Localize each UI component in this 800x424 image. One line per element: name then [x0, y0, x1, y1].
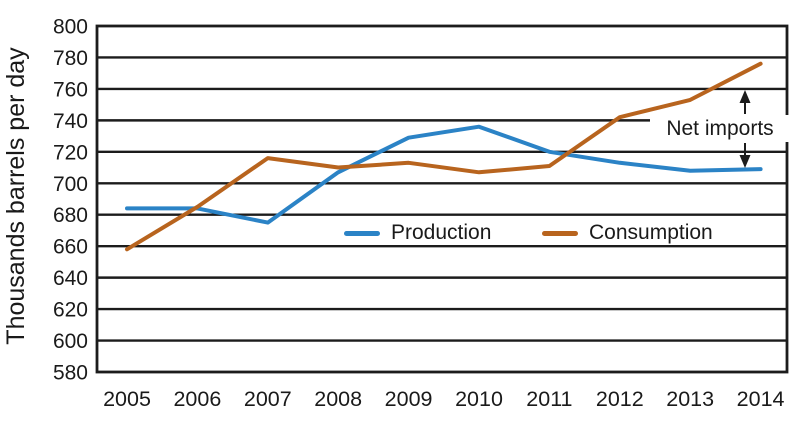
x-tick-label: 2009: [385, 387, 433, 411]
y-tick-label: 640: [53, 267, 88, 290]
y-tick-label: 700: [53, 173, 88, 196]
y-tick-label: 800: [53, 16, 88, 39]
x-tick-label: 2014: [737, 387, 785, 411]
net-imports-annotation: Net imports: [650, 115, 790, 142]
y-tick-label: 680: [53, 204, 88, 227]
y-axis-title: Thousands barrels per day: [2, 47, 30, 345]
production-line-swatch: [344, 230, 380, 236]
down-arrowhead-icon: [739, 155, 751, 168]
x-tick-label: 2007: [244, 387, 292, 411]
x-tick-label: 2008: [314, 387, 362, 411]
y-tick-label: 600: [53, 330, 88, 353]
y-tick-label: 660: [53, 236, 88, 259]
x-tick-label: 2006: [173, 387, 221, 411]
legend-item-consumption: Consumption: [542, 221, 713, 245]
up-arrowhead-icon: [739, 90, 751, 103]
production-line: [125, 124, 763, 225]
y-tick-label: 580: [53, 362, 88, 385]
y-tick-label: 620: [53, 299, 88, 322]
y-tick-label: 760: [53, 78, 88, 101]
consumption-line-swatch: [542, 230, 578, 236]
consumption-line: [125, 61, 763, 252]
legend-label-consumption: Consumption: [589, 221, 713, 244]
x-tick-label: 2012: [596, 387, 644, 411]
plot-border: [95, 24, 789, 374]
x-tick-label: 2010: [455, 387, 503, 411]
x-tick-label: 2005: [103, 387, 151, 411]
y-tick-label: 740: [53, 110, 88, 133]
x-tick-label: 2013: [666, 387, 714, 411]
y-tick-label: 720: [53, 141, 88, 164]
y-tick-label: 780: [53, 47, 88, 70]
legend-item-production: Production: [344, 221, 491, 245]
x-tick-label: 2011: [526, 387, 572, 411]
legend-label-production: Production: [391, 221, 492, 244]
